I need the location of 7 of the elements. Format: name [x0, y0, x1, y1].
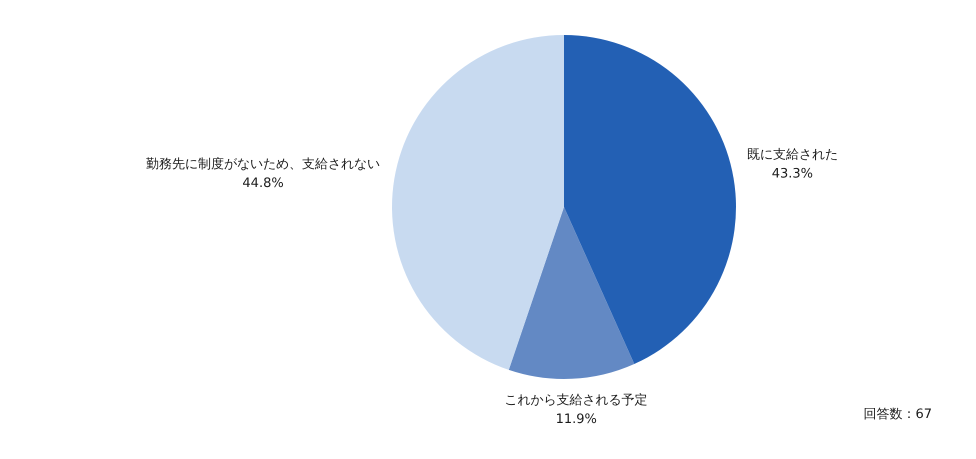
slice-label: 既に支給された [746, 148, 838, 163]
text: 回答数：67 [863, 407, 932, 422]
data-label: 44.8% [242, 176, 284, 191]
data-label: 43.3% [772, 166, 814, 182]
slice-label: これから支給される予定 [504, 392, 648, 408]
slice-label: 勤務先に制度がないため、支給されない [146, 156, 380, 172]
data-label: 11.9% [556, 412, 597, 427]
